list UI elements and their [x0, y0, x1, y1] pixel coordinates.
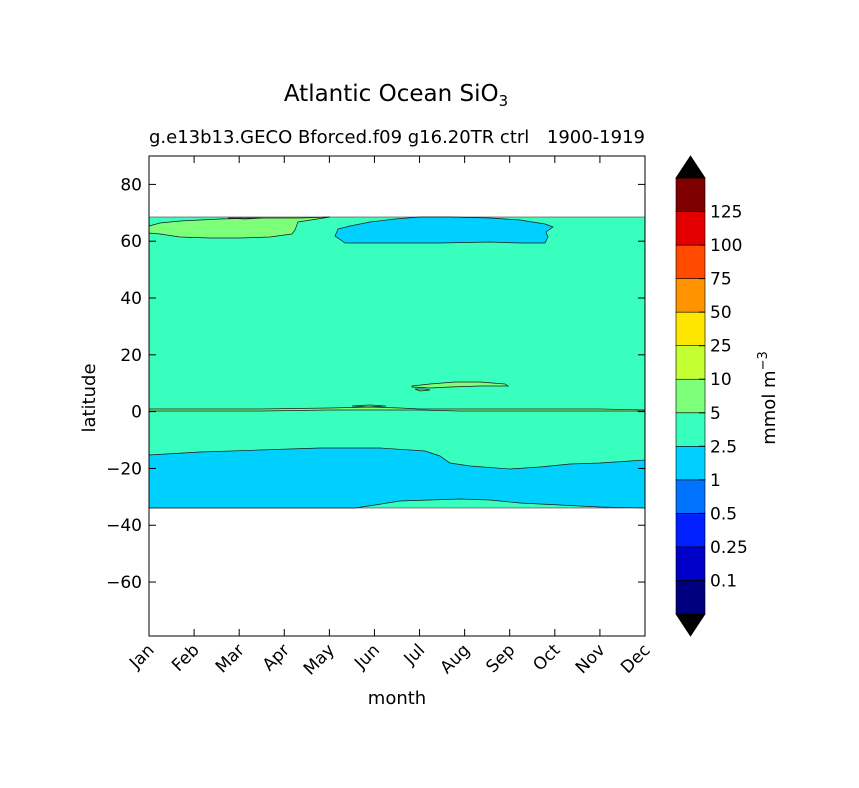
x-tick-label: Jan — [125, 640, 158, 673]
contour-region-equatorial-high — [411, 381, 510, 389]
colorbar-segment — [675, 412, 706, 447]
colorbar-segment — [675, 345, 706, 380]
colorbar-tick-label: 0.5 — [710, 504, 737, 524]
colorbar-tick-label: 0.1 — [710, 571, 737, 591]
y-axis-label: latitude — [79, 363, 100, 432]
contour-equator-patch — [351, 404, 387, 408]
colorbar-segment — [675, 546, 706, 581]
colorbar-segment — [675, 211, 706, 246]
colorbar-extend-low — [675, 613, 706, 637]
x-tick-label: Aug — [437, 640, 475, 678]
y-tick-label: −40 — [106, 516, 142, 536]
colorbar-segment — [675, 177, 706, 212]
x-tick-label: Sep — [482, 640, 519, 677]
colorbar-segment — [675, 513, 706, 548]
contour-eq-island — [414, 388, 431, 392]
colorbar-tick-label: 100 — [710, 236, 742, 256]
y-tick-label: 80 — [120, 175, 142, 195]
x-tick-label: Oct — [529, 640, 564, 675]
y-tick-label: 60 — [120, 232, 142, 252]
colorbar-tick-label: 75 — [710, 270, 732, 290]
colorbar-tick-label: 0.25 — [710, 538, 748, 558]
contour-sliver-nordic — [227, 217, 263, 220]
contour-region-nordic-high — [148, 216, 331, 239]
colorbar-segment — [675, 378, 706, 414]
chart-subtitle-left: g.e13b13.GECO Bforced.f09 g16.20TR ctrl — [149, 127, 529, 148]
y-tick-label: 0 — [131, 403, 142, 423]
colorbar-tick-label: 10 — [710, 370, 732, 390]
colorbar-segment — [675, 479, 706, 514]
x-tick-label: Mar — [212, 640, 249, 677]
x-tick-label: Dec — [617, 640, 654, 677]
colorbar-extend-high — [675, 155, 706, 179]
colorbar-tick-label: 50 — [710, 303, 732, 323]
x-tick-label: Jun — [350, 640, 384, 674]
colorbar-segment — [675, 278, 706, 313]
colorbar-tick-label: 2.5 — [710, 437, 737, 457]
plot-frame — [148, 155, 646, 637]
x-tick-label: Nov — [572, 640, 610, 678]
colorbar-tick-label: 1 — [710, 471, 721, 491]
colorbar-segment — [675, 446, 706, 481]
colorbar-segment — [675, 580, 706, 615]
x-tick-label: Apr — [259, 640, 294, 675]
colorbar-tick-label: 125 — [710, 203, 742, 223]
x-axis-label: month — [368, 688, 426, 709]
y-tick-label: 40 — [120, 289, 142, 309]
x-tick-label: May — [300, 640, 339, 679]
y-axis: 80 60 40 20 0 −20 −40 −60 — [106, 175, 645, 593]
colorbar-tick-label: 25 — [710, 337, 732, 357]
colorbar-segment — [675, 311, 706, 346]
y-tick-label: 20 — [120, 346, 142, 366]
chart-title: Atlantic Ocean SiO3 — [284, 81, 508, 110]
colorbar-label: mmol m−3 — [756, 351, 780, 445]
colorbar: 0.1 0.25 0.5 1 2.5 5 10 25 50 75 100 125 — [675, 155, 748, 637]
colorbar-segment — [675, 244, 706, 279]
x-tick-label: Feb — [168, 640, 203, 675]
contour-region-south-atlantic-low — [148, 447, 646, 509]
contour-region-subpolar-low — [334, 216, 554, 244]
y-tick-label: −60 — [106, 573, 142, 593]
plot-area — [148, 155, 646, 637]
y-tick-label: −20 — [106, 459, 142, 479]
x-tick-label: Jul — [400, 640, 429, 669]
chart-subtitle-right: 1900-1919 — [547, 127, 645, 148]
colorbar-tick-label: 5 — [710, 404, 721, 424]
